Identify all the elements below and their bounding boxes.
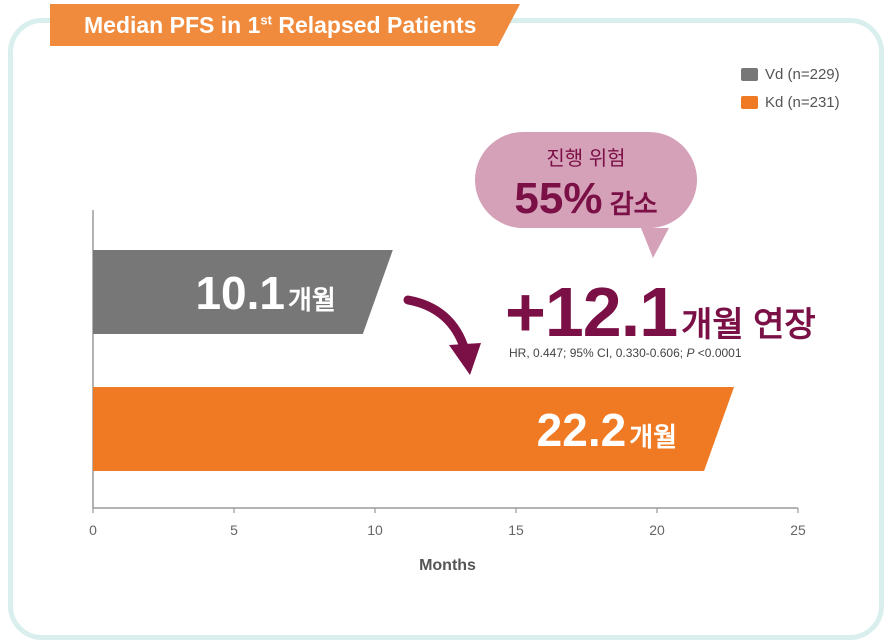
title-banner-shape <box>50 4 520 46</box>
legend-label-kd: Kd (n=231) <box>765 93 840 111</box>
legend-label-vd: Vd (n=229) <box>765 65 840 83</box>
speech-bubble-shape <box>475 132 697 258</box>
bubble-percent: 55% <box>514 174 603 223</box>
bar-kd <box>93 387 735 471</box>
x-axis-title: Months <box>419 557 476 574</box>
bar-value-number: 22.2 <box>537 404 627 456</box>
bubble-text-line2: 55% 감소 <box>473 174 699 224</box>
curved-arrow-head <box>449 343 481 375</box>
legend-item-kd: Kd (n=231) <box>741 88 840 116</box>
bar-vd <box>93 250 393 334</box>
stat-p-label: P <box>686 346 695 360</box>
x-tick-label: 15 <box>508 522 524 538</box>
bar-value-unit: 개월 <box>288 285 336 315</box>
x-tick-label: 20 <box>649 522 665 538</box>
x-tick-label: 10 <box>367 522 383 538</box>
curved-arrow-shaft <box>403 295 470 355</box>
chart-title: Median PFS in 1st Relapsed Patients <box>84 12 476 39</box>
risk-reduction-bubble: 진행 위험 55% 감소 <box>473 130 699 260</box>
statistics-note: HR, 0.447; 95% CI, 0.330-0.606; P <0.000… <box>509 346 742 360</box>
legend-swatch-vd <box>741 67 758 81</box>
x-tick-label: 25 <box>790 522 806 538</box>
extension-callout: +12.1 개월 연장 <box>505 272 816 352</box>
bar-value-label-vd: 10.1 개월 <box>195 267 335 319</box>
bar-value-unit: 개월 <box>629 422 677 452</box>
stat-p-value: <0.0001 <box>694 346 742 360</box>
bar-value-label-kd: 22.2 개월 <box>537 404 677 456</box>
chart-title-sup: st <box>260 12 272 28</box>
stat-prefix: HR, 0.447; 95% CI, 0.330-0.606; <box>509 346 687 360</box>
x-tick-label: 5 <box>230 522 238 538</box>
bar-value-number: 10.1 <box>195 267 285 319</box>
title-banner: Median PFS in 1st Relapsed Patients <box>50 4 520 46</box>
chart-title-prefix: Median PFS in 1 <box>84 12 261 38</box>
bubble-suffix: 감소 <box>602 189 658 219</box>
legend: Vd (n=229) Kd (n=231) <box>741 60 840 116</box>
legend-item-vd: Vd (n=229) <box>741 60 840 88</box>
chart-title-suffix: Relapsed Patients <box>271 12 477 38</box>
legend-swatch-kd <box>741 95 758 109</box>
extension-unit: 개월 연장 <box>681 306 816 344</box>
bubble-text-line1: 진행 위험 <box>546 148 626 170</box>
x-tick-label: 0 <box>89 522 97 538</box>
extension-value: +12.1 <box>505 273 678 351</box>
